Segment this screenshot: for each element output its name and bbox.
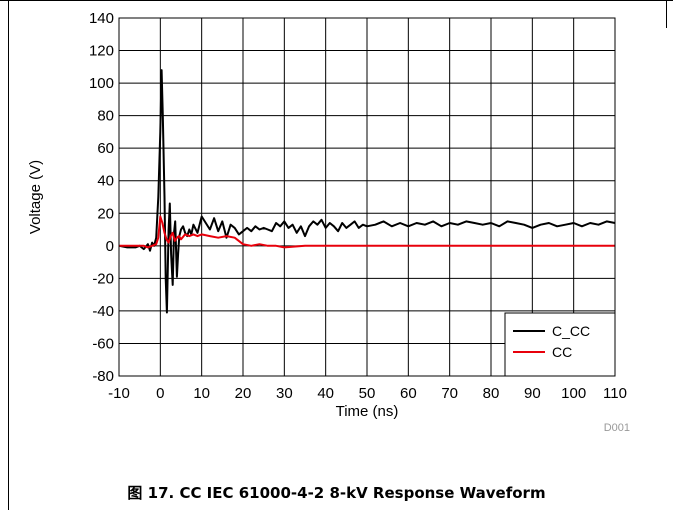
x-tick-label: 50	[359, 385, 376, 402]
y-tick-label: 80	[97, 108, 114, 125]
x-tick-label: 10	[193, 385, 210, 402]
chart-series	[118, 69, 616, 314]
x-tick-label: 60	[400, 385, 417, 402]
x-axis-ticks: -10 0 10 20 30 40 50 60 70 80 90 100 110	[108, 385, 627, 402]
frame-left-rule	[8, 0, 9, 510]
x-tick-label: 110	[603, 385, 627, 402]
x-tick-label: 30	[276, 385, 293, 402]
y-tick-label: 0	[106, 238, 114, 255]
y-tick-label: 20	[97, 205, 114, 222]
frame-right-rule	[666, 0, 667, 28]
y-tick-label: -40	[92, 303, 114, 320]
x-tick-label: 0	[156, 385, 164, 402]
y-tick-label: 40	[97, 173, 114, 190]
y-tick-label: 60	[97, 140, 114, 157]
y-tick-label: 120	[89, 43, 114, 60]
y-tick-label: 100	[89, 75, 114, 92]
series-line-c-cc	[118, 69, 616, 314]
x-tick-label: 100	[561, 385, 586, 402]
legend-label: CC	[552, 344, 572, 360]
x-axis-label: Time (ns)	[336, 403, 399, 420]
y-tick-label: -60	[92, 335, 114, 352]
x-tick-label: 70	[441, 385, 458, 402]
x-tick-label: 20	[235, 385, 252, 402]
y-axis-ticks: 140 120 100 80 60 40 20 0 -20 -40 -60 -80	[89, 10, 114, 385]
figure-code: D001	[604, 422, 630, 434]
frame-top-rule	[0, 0, 673, 1]
series-line-cc	[119, 215, 615, 249]
x-tick-label: 90	[524, 385, 541, 402]
y-tick-label: -80	[92, 368, 114, 385]
x-tick-label: 40	[317, 385, 334, 402]
x-tick-label: 80	[483, 385, 500, 402]
legend-box	[504, 312, 616, 377]
y-axis-label: Voltage (V)	[27, 160, 44, 234]
x-tick-label: -10	[108, 385, 130, 402]
y-tick-label: 140	[89, 10, 114, 27]
legend: C_CC CC	[504, 312, 616, 377]
figure-caption: 图 17. CC IEC 61000-4-2 8-kV Response Wav…	[127, 484, 546, 502]
legend-label: C_CC	[552, 323, 590, 339]
chart: -10 0 10 20 30 40 50 60 70 80 90 100 110 140 120 100 80…	[27, 10, 630, 434]
plot-area-border	[118, 17, 616, 377]
y-tick-label: -20	[92, 270, 114, 287]
